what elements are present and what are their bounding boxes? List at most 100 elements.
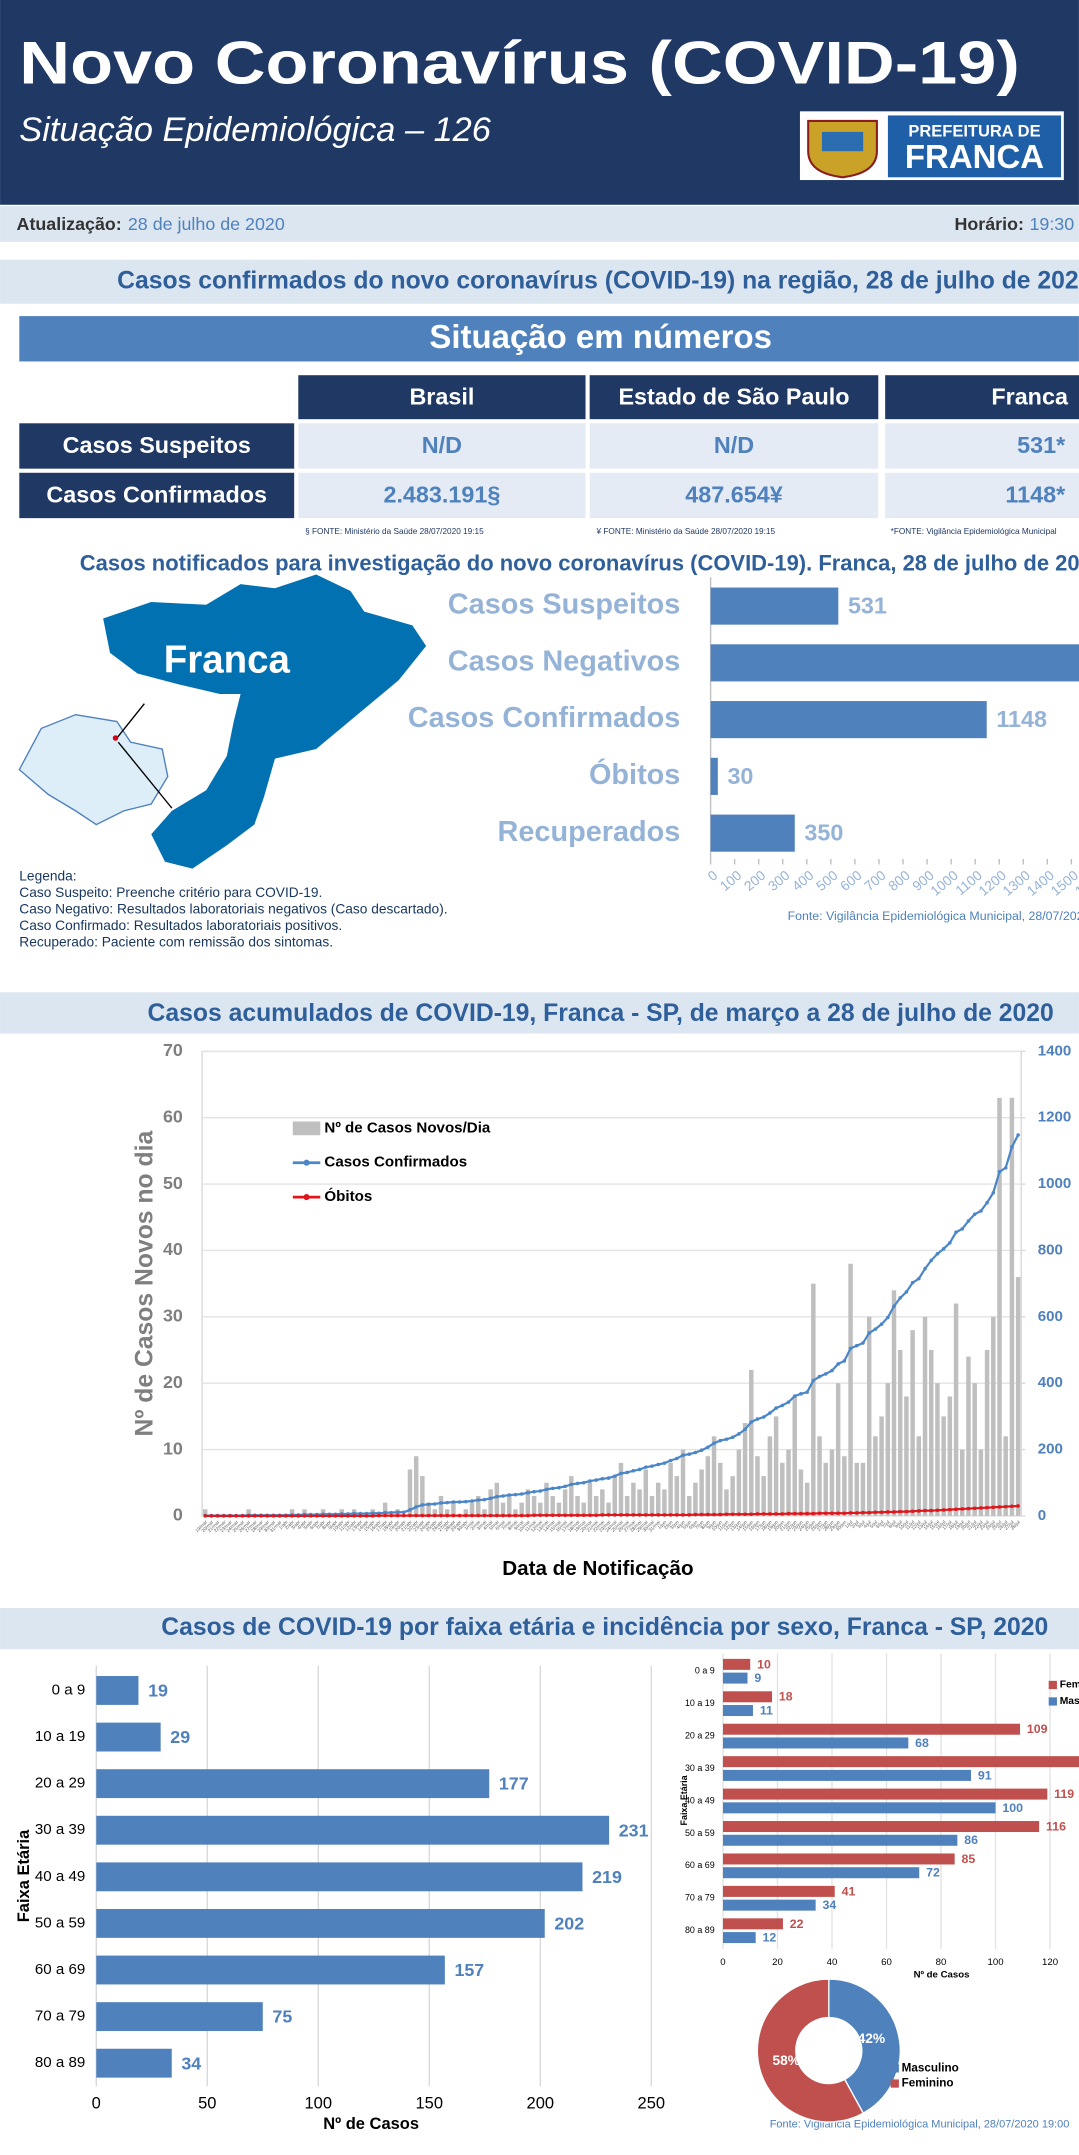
bar xyxy=(722,1932,756,1944)
bar xyxy=(866,1316,872,1516)
bar xyxy=(761,1476,766,1516)
point xyxy=(836,1511,840,1516)
bar xyxy=(960,1449,965,1516)
point xyxy=(972,1212,977,1217)
point xyxy=(507,1513,512,1518)
table-cell xyxy=(298,472,586,519)
point xyxy=(929,1508,934,1513)
point xyxy=(662,1461,667,1465)
bar xyxy=(922,1316,928,1516)
point xyxy=(259,1514,263,1518)
map-label: Franca xyxy=(164,639,291,682)
bar xyxy=(792,1396,797,1516)
bar xyxy=(972,1383,977,1516)
point xyxy=(892,1304,896,1309)
bar xyxy=(562,1489,568,1516)
point xyxy=(581,1480,586,1485)
point xyxy=(842,1511,847,1516)
category-label: 20 a 29 xyxy=(685,1730,715,1740)
point xyxy=(594,1478,598,1482)
point xyxy=(699,1448,704,1453)
bar xyxy=(531,1496,537,1516)
point xyxy=(799,1511,803,1516)
x-tick-label: 26/jul xyxy=(997,1519,1008,1530)
point xyxy=(737,1512,741,1517)
y-tick-label: 50 xyxy=(163,1173,183,1193)
row-header-cell xyxy=(19,423,295,469)
x-tick-label: 14/jul xyxy=(923,1519,934,1530)
point xyxy=(315,1514,319,1518)
bar xyxy=(854,1462,860,1516)
bar xyxy=(710,644,1079,682)
bar xyxy=(680,1449,686,1516)
point xyxy=(383,1513,387,1518)
point xyxy=(991,1190,996,1195)
bar xyxy=(891,1290,897,1516)
point xyxy=(917,1509,921,1513)
y-tick-label: 40 xyxy=(163,1239,183,1259)
bar xyxy=(835,1383,841,1516)
point xyxy=(333,1514,338,1518)
bar xyxy=(941,1416,946,1516)
table-value: N/D xyxy=(422,432,462,458)
bar xyxy=(538,1502,543,1516)
bar xyxy=(96,1722,161,1752)
value-label: 85 xyxy=(962,1852,976,1866)
point xyxy=(712,1512,716,1517)
point xyxy=(519,1492,524,1496)
point xyxy=(588,1479,592,1483)
bar xyxy=(722,1737,909,1749)
point xyxy=(935,1508,940,1513)
value-label: 219 xyxy=(592,1867,622,1887)
x-tick-label: 250 xyxy=(638,2095,666,2113)
x-tick-label: 60 xyxy=(881,1957,892,1968)
x-tick-label: 10/jul xyxy=(898,1519,909,1530)
point xyxy=(768,1512,772,1516)
point xyxy=(470,1513,474,1518)
bar xyxy=(686,1496,692,1516)
point xyxy=(743,1427,747,1432)
point xyxy=(433,1513,437,1518)
category-label: Recuperados xyxy=(498,816,681,848)
y2-tick-label: 0 xyxy=(1038,1507,1046,1524)
banner-band xyxy=(19,316,1079,362)
point xyxy=(805,1511,809,1516)
point xyxy=(482,1513,487,1518)
point xyxy=(805,1390,809,1394)
point xyxy=(470,1499,474,1503)
point xyxy=(594,1513,598,1518)
x-tick-label: 9/abr xyxy=(327,1519,338,1530)
table-cell xyxy=(298,423,586,469)
point xyxy=(879,1510,884,1515)
x-tick-label: 22/jul xyxy=(972,1519,983,1530)
point xyxy=(706,1445,710,1450)
x-tick-label: 6/jul xyxy=(875,1519,885,1529)
point xyxy=(383,1510,387,1515)
bar xyxy=(811,1283,816,1516)
x-tick-label: 2/mai xyxy=(470,1519,482,1531)
point xyxy=(290,1514,294,1518)
point xyxy=(619,1513,623,1517)
x-tick-label: 5/abr xyxy=(303,1519,314,1530)
point xyxy=(823,1511,828,1516)
x-tick-label: 27/jul xyxy=(1003,1519,1014,1530)
point xyxy=(917,1276,921,1281)
value-label: 157 xyxy=(454,1960,484,1980)
point xyxy=(222,1514,226,1518)
x-tick-label: 500 xyxy=(813,867,840,893)
bar xyxy=(724,1489,729,1516)
bar xyxy=(413,1456,419,1516)
bar xyxy=(904,1396,909,1516)
point xyxy=(780,1512,785,1516)
x-tick-label: 7/jun xyxy=(694,1519,705,1530)
bar xyxy=(842,1456,847,1516)
x-tick-label: 13/jul xyxy=(917,1519,928,1530)
x-tick-label: 100 xyxy=(988,1957,1004,1968)
x-tick-label: 1/jul xyxy=(844,1519,854,1529)
table-header-cell xyxy=(589,375,879,420)
point xyxy=(811,1378,816,1383)
point xyxy=(979,1209,983,1213)
legend-swatch xyxy=(1048,1697,1057,1706)
point xyxy=(886,1315,890,1320)
